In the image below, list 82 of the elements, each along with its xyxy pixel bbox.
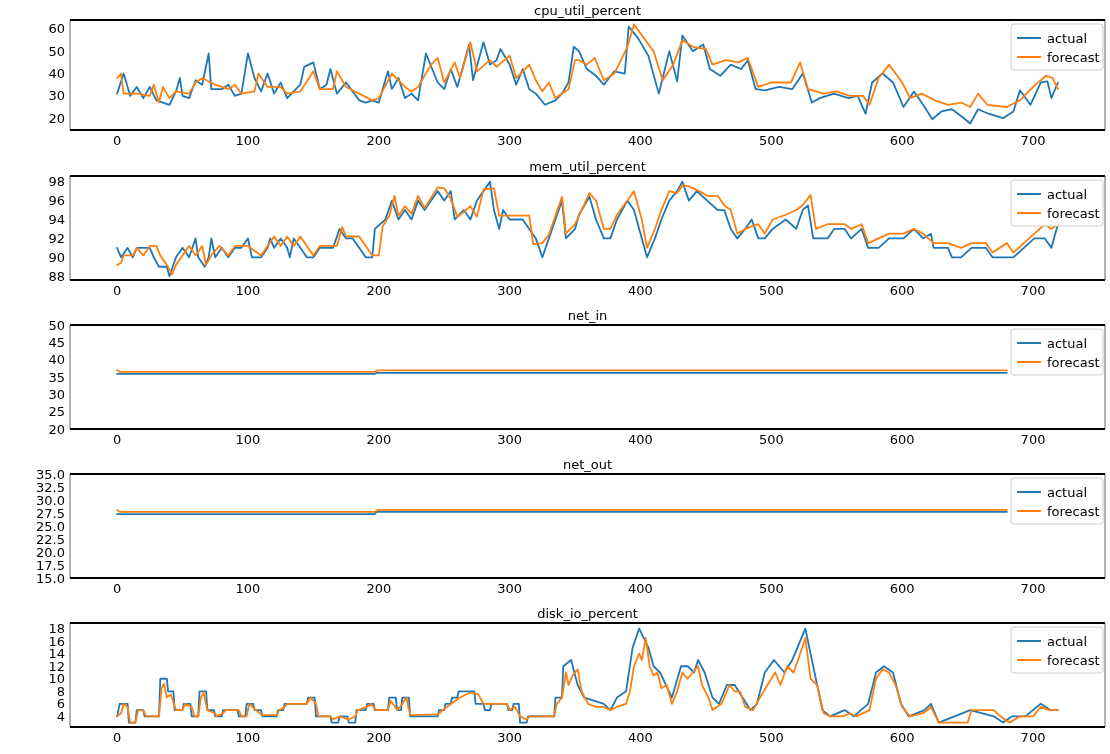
x-tick-label: 0 bbox=[112, 283, 122, 298]
x-tick-label: 0 bbox=[112, 581, 122, 596]
legend-label: forecast bbox=[1047, 503, 1100, 519]
y-tick-label: 20 bbox=[48, 110, 65, 126]
x-tick-label: 100 bbox=[235, 730, 261, 745]
legend-label: forecast bbox=[1047, 354, 1100, 370]
legend-label: forecast bbox=[1047, 49, 1100, 65]
y-tick-label: 94 bbox=[48, 212, 65, 228]
chart-title: disk_io_percent bbox=[537, 606, 638, 621]
y-tick-label: 20 bbox=[48, 421, 65, 437]
x-tick-label: 700 bbox=[1020, 133, 1046, 148]
y-tick-label: 96 bbox=[48, 193, 65, 209]
x-tick-label: 400 bbox=[628, 283, 653, 298]
y-tick-label: 88 bbox=[48, 268, 65, 284]
y-tick-label: 25.0 bbox=[36, 518, 65, 534]
x-tick-label: 700 bbox=[1020, 283, 1046, 298]
x-tick-label: 500 bbox=[758, 432, 784, 447]
x-tick-label: 600 bbox=[889, 581, 915, 596]
y-tick-label: 30 bbox=[48, 88, 65, 104]
x-tick-label: 400 bbox=[628, 432, 653, 447]
chart-title: mem_util_percent bbox=[529, 159, 646, 174]
chart-title: net_in bbox=[567, 308, 608, 323]
legend-label: actual bbox=[1047, 335, 1088, 351]
x-tick-label: 200 bbox=[366, 730, 392, 745]
x-tick-label: 600 bbox=[889, 283, 915, 298]
legend-label: actual bbox=[1047, 30, 1088, 46]
x-tick-label: 400 bbox=[628, 730, 653, 745]
y-tick-label: 32.5 bbox=[36, 479, 65, 495]
y-tick-label: 22.5 bbox=[36, 531, 65, 547]
x-tick-label: 500 bbox=[758, 730, 784, 745]
x-tick-label: 600 bbox=[889, 730, 915, 745]
y-tick-label: 17.5 bbox=[36, 557, 65, 573]
x-tick-label: 500 bbox=[758, 283, 784, 298]
y-tick-label: 35 bbox=[48, 369, 65, 385]
chart-title: cpu_util_percent bbox=[534, 3, 641, 18]
x-tick-label: 300 bbox=[497, 133, 523, 148]
y-tick-label: 25 bbox=[48, 404, 65, 420]
x-tick-label: 0 bbox=[112, 432, 122, 447]
x-tick-label: 100 bbox=[235, 581, 261, 596]
x-tick-label: 200 bbox=[366, 133, 392, 148]
x-tick-label: 300 bbox=[497, 730, 523, 745]
legend-label: actual bbox=[1047, 484, 1088, 500]
y-tick-label: 30.0 bbox=[36, 492, 65, 508]
y-tick-label: 98 bbox=[48, 174, 65, 190]
x-tick-label: 400 bbox=[628, 133, 653, 148]
x-tick-label: 300 bbox=[497, 581, 523, 596]
x-tick-label: 700 bbox=[1020, 432, 1046, 447]
x-tick-label: 200 bbox=[366, 581, 392, 596]
legend-label: actual bbox=[1047, 186, 1088, 202]
legend-label: actual bbox=[1047, 633, 1088, 649]
y-tick-label: 27.5 bbox=[36, 505, 65, 521]
y-tick-label: 40 bbox=[48, 66, 65, 82]
x-tick-label: 0 bbox=[112, 730, 122, 745]
x-tick-label: 700 bbox=[1020, 581, 1046, 596]
y-tick-label: 40 bbox=[48, 352, 65, 368]
x-tick-label: 300 bbox=[497, 283, 523, 298]
y-tick-label: 60 bbox=[48, 21, 65, 37]
x-tick-label: 500 bbox=[758, 133, 784, 148]
y-tick-label: 92 bbox=[48, 230, 65, 246]
y-tick-label: 15.0 bbox=[36, 570, 65, 586]
y-tick-label: 30 bbox=[48, 386, 65, 402]
x-tick-label: 100 bbox=[235, 432, 261, 447]
y-tick-label: 50 bbox=[48, 43, 65, 59]
x-tick-label: 400 bbox=[628, 581, 653, 596]
x-tick-label: 100 bbox=[235, 133, 261, 148]
legend-label: forecast bbox=[1047, 652, 1100, 668]
y-tick-label: 90 bbox=[48, 249, 65, 265]
x-tick-label: 700 bbox=[1020, 730, 1046, 745]
x-tick-label: 500 bbox=[758, 581, 784, 596]
y-tick-label: 50 bbox=[48, 317, 65, 333]
chart-title: net_out bbox=[562, 457, 613, 472]
x-tick-label: 200 bbox=[366, 283, 392, 298]
x-tick-label: 600 bbox=[889, 432, 915, 447]
x-tick-label: 0 bbox=[112, 133, 122, 148]
y-tick-label: 20.0 bbox=[36, 544, 65, 560]
y-tick-label: 45 bbox=[48, 334, 65, 350]
x-tick-label: 300 bbox=[497, 432, 523, 447]
y-tick-label: 35.0 bbox=[36, 466, 65, 482]
x-tick-label: 100 bbox=[235, 283, 261, 298]
x-tick-label: 200 bbox=[366, 432, 392, 447]
legend-label: forecast bbox=[1047, 205, 1100, 221]
x-tick-label: 600 bbox=[889, 133, 915, 148]
